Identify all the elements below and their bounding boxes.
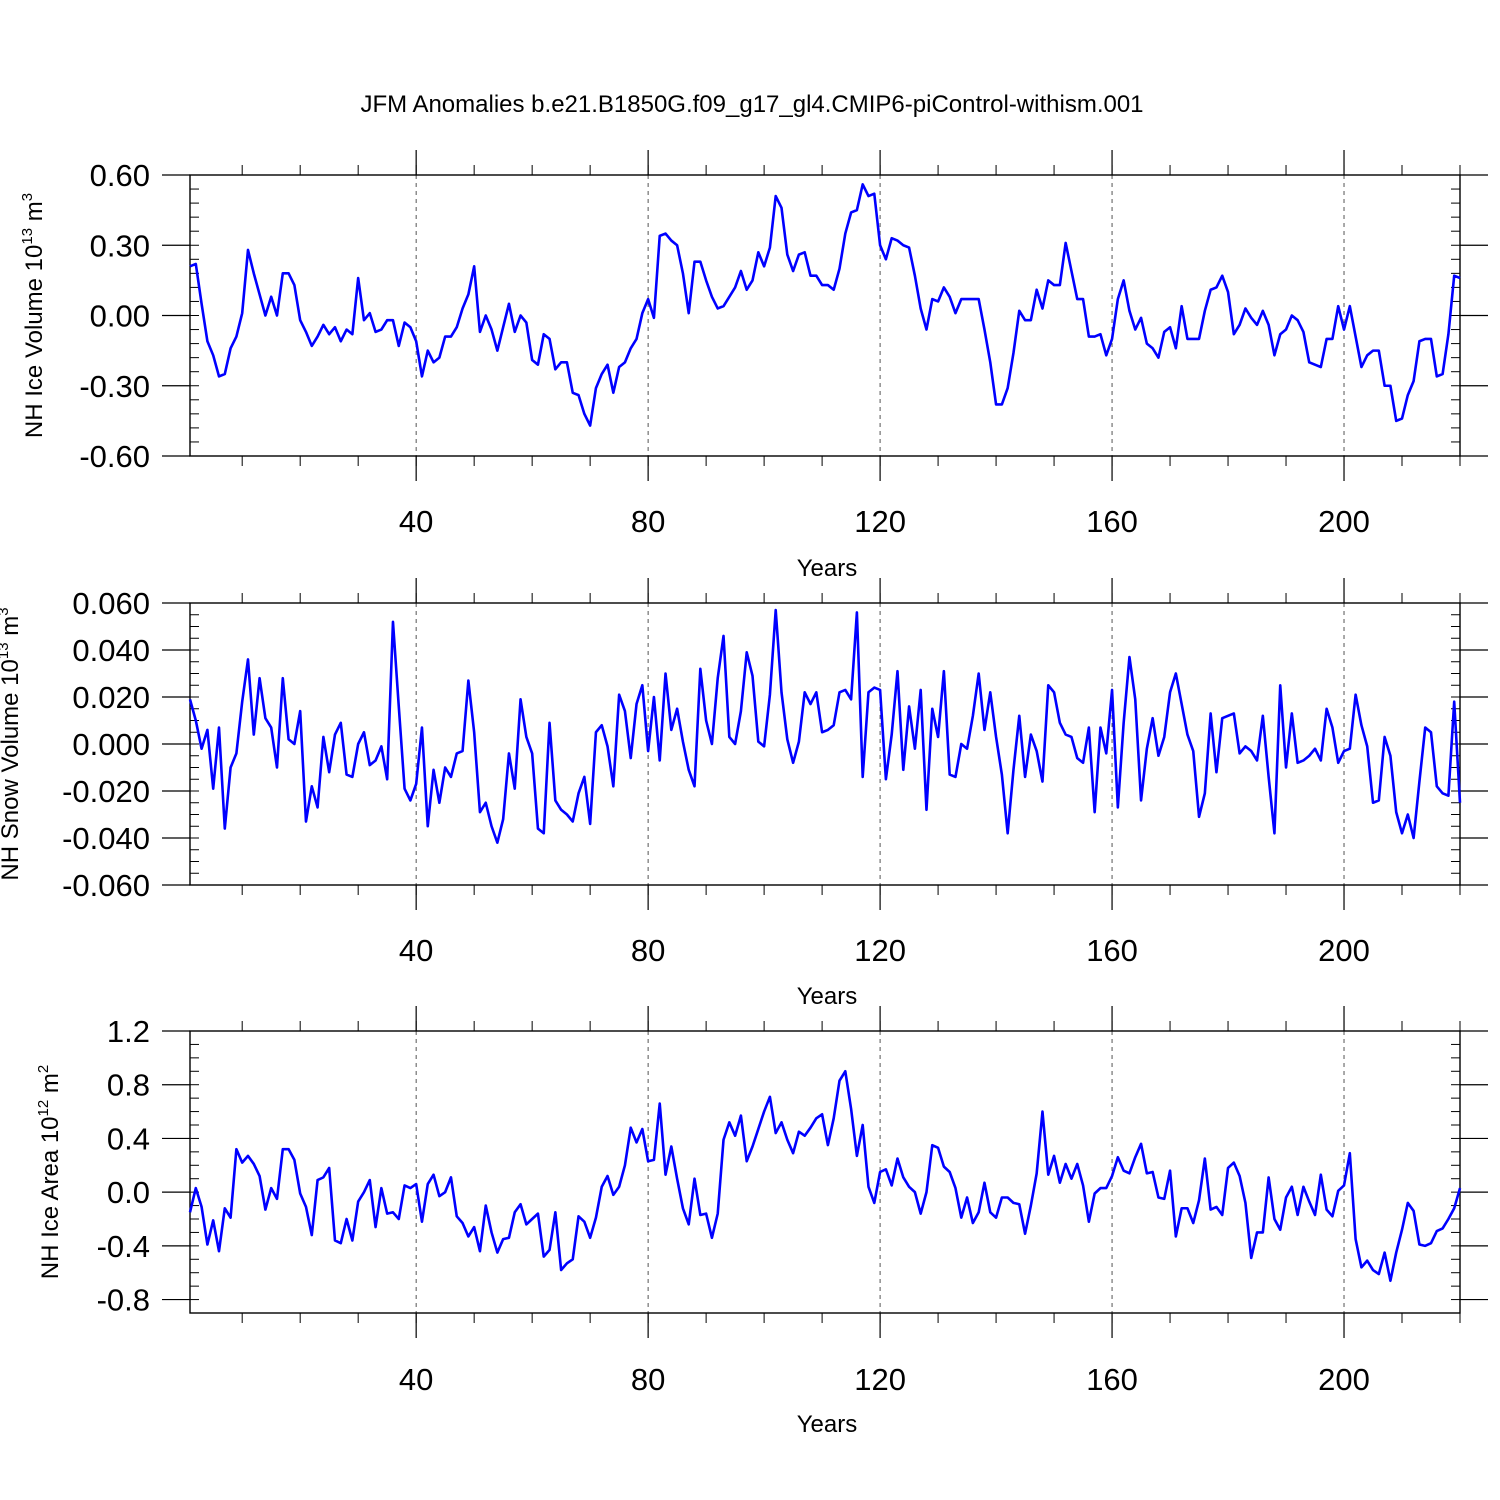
x-axis-title: Years [797,983,858,1010]
y-tick-label: -0.060 [62,868,150,903]
x-tick-label: 200 [1318,933,1370,968]
data-series-line [189,183,1461,427]
x-tick-label: 120 [854,1362,906,1397]
panel-snow-volume: 0.060 0.040 0.020 0.000 -0.020 -0.040 -0.060 40… [0,578,1488,1010]
y-tick-label: 0.040 [72,633,150,668]
y-tick-label: -0.60 [79,439,150,474]
y-tick-label: 0.60 [90,158,150,193]
x-tick-label: 40 [399,1362,433,1397]
x-tick-label: 200 [1318,504,1370,539]
y-axis-title: NH Ice Volume 1013 m3 [19,193,48,438]
y-tick-label: 0.8 [107,1068,150,1103]
y-tick-label: 0.30 [90,228,150,263]
x-tick-label: 160 [1086,504,1138,539]
plot-frame [189,174,1461,457]
y-tick-label: 0.4 [107,1121,150,1156]
y-tick-label: 0.000 [72,727,150,762]
y-tick-label: -0.020 [62,774,150,809]
x-tick-label: 160 [1086,933,1138,968]
x-tick-label: 160 [1086,1362,1138,1397]
x-axis-title: Years [797,555,858,582]
y-tick-label: -0.040 [62,821,150,856]
y-tick-label: -0.30 [79,369,150,404]
y-tick-label: 0.0 [107,1175,150,1210]
y-tick-label: 0.020 [72,680,150,715]
y-axis-title: NH Snow Volume 1013 m3 [0,607,24,880]
panel-ice-volume: 0.60 0.30 0.00 -0.30 -0.60 40 80 120 160 200 Years… [19,150,1488,582]
x-tick-label: 120 [854,504,906,539]
data-series-line [188,1069,1462,1283]
y-tick-label: -0.8 [97,1283,150,1318]
y-tick-label: -0.4 [97,1229,150,1264]
y-axis-title: NH Ice Area 1012 m2 [35,1065,64,1279]
x-tick-label: 40 [399,933,433,968]
panel-ice-area: 1.2 0.8 0.4 0.0 -0.4 -0.8 40 80 120 160 200 Years NH… [35,1006,1488,1438]
chart-title: JFM Anomalies b.e21.B1850G.f09_g17_gl4.C… [360,91,1143,118]
x-axis-title: Years [797,1411,858,1438]
data-series-line [188,608,1462,845]
x-tick-label: 80 [631,504,665,539]
plot-frame [189,1030,1461,1314]
y-tick-label: 0.00 [90,299,150,334]
x-tick-label: 120 [854,933,906,968]
x-tick-label: 40 [399,504,433,539]
x-tick-label: 80 [631,933,665,968]
x-tick-label: 80 [631,1362,665,1397]
plot-frame [189,602,1461,886]
y-tick-label: 0.060 [72,586,150,621]
y-tick-label: 1.2 [107,1014,150,1049]
x-tick-label: 200 [1318,1362,1370,1397]
